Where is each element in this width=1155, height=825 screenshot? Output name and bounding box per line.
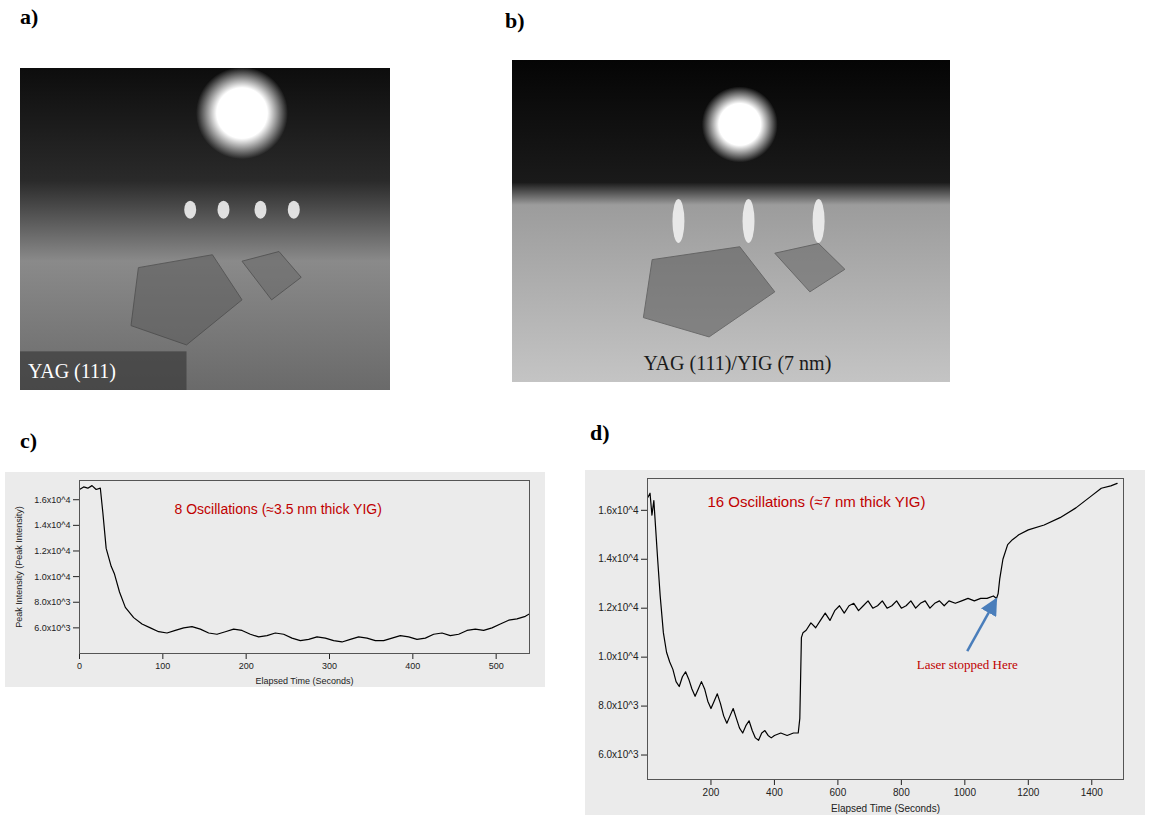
svg-text:100: 100 <box>155 661 170 671</box>
svg-text:YAG (111)/YIG (7 nm): YAG (111)/YIG (7 nm) <box>643 352 831 375</box>
svg-text:8.0x10^3: 8.0x10^3 <box>34 597 70 607</box>
svg-text:500: 500 <box>489 661 504 671</box>
svg-text:200: 200 <box>703 787 720 798</box>
svg-text:300: 300 <box>322 661 337 671</box>
svg-text:1.6x10^4: 1.6x10^4 <box>598 505 639 516</box>
svg-text:16 Oscillations (≈7 nm thick Y: 16 Oscillations (≈7 nm thick YIG) <box>708 493 926 510</box>
svg-text:1.0x10^4: 1.0x10^4 <box>598 651 639 662</box>
svg-text:400: 400 <box>766 787 783 798</box>
html-text:c): c) <box>20 428 38 453</box>
svg-text:1.6x10^4: 1.6x10^4 <box>34 495 70 505</box>
svg-text:1.2x10^4: 1.2x10^4 <box>34 546 70 556</box>
svg-text:YAG (111): YAG (111) <box>28 360 116 383</box>
svg-text:1.2x10^4: 1.2x10^4 <box>598 602 639 613</box>
svg-text:Laser stopped Here: Laser stopped Here <box>917 657 1018 672</box>
html-text:b): b) <box>505 8 525 33</box>
svg-text:8 Oscillations (≈3.5 nm thick: 8 Oscillations (≈3.5 nm thick YIG) <box>175 501 382 517</box>
svg-text:6.0x10^3: 6.0x10^3 <box>598 749 639 760</box>
svg-text:1.4x10^4: 1.4x10^4 <box>34 520 70 530</box>
svg-text:200: 200 <box>239 661 254 671</box>
svg-text:800: 800 <box>893 787 910 798</box>
html-text:a): a) <box>20 4 39 29</box>
svg-text:1000: 1000 <box>954 787 977 798</box>
svg-text:1400: 1400 <box>1081 787 1104 798</box>
svg-text:0: 0 <box>77 661 82 671</box>
svg-text:400: 400 <box>405 661 420 671</box>
svg-text:600: 600 <box>830 787 847 798</box>
svg-text:8.0x10^3: 8.0x10^3 <box>598 700 639 711</box>
svg-text:1200: 1200 <box>1017 787 1040 798</box>
svg-text:1.4x10^4: 1.4x10^4 <box>598 553 639 564</box>
html-text:d): d) <box>590 420 610 445</box>
svg-text:1.0x10^4: 1.0x10^4 <box>34 571 70 581</box>
svg-text:6.0x10^3: 6.0x10^3 <box>34 623 70 633</box>
svg-text:Elapsed Time (Seconds): Elapsed Time (Seconds) <box>831 803 940 814</box>
svg-text:Elapsed Time (Seconds): Elapsed Time (Seconds) <box>255 676 353 686</box>
svg-text:Peak Intensity (Peak Intensity: Peak Intensity (Peak Intensity) <box>14 506 24 628</box>
